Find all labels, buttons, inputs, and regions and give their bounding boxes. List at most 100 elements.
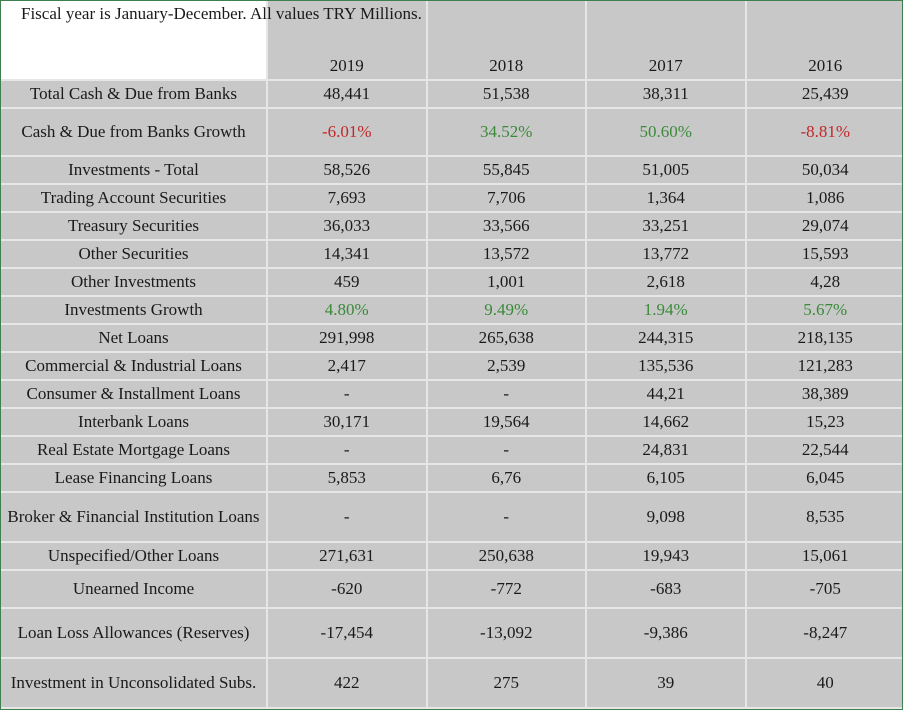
row-label: Investment in Unconsolidated Subs. xyxy=(1,658,268,709)
table-row: Lease Financing Loans 5,853 6,76 6,105 6… xyxy=(1,464,902,493)
year-header: 2016 xyxy=(745,1,902,81)
value-cell: 422 xyxy=(267,658,428,709)
value-cell: 44,21 xyxy=(586,380,747,409)
table-row: Investments Growth 4.80% 9.49% 1.94% 5.6… xyxy=(1,296,902,325)
value-cell: 50,034 xyxy=(745,156,902,185)
table-row: Commercial & Industrial Loans 2,417 2,53… xyxy=(1,352,902,381)
value-cell: 275 xyxy=(426,658,587,709)
growth-cell: 4.80% xyxy=(267,296,428,325)
value-cell: 48,441 xyxy=(267,80,428,109)
table-row: Net Loans 291,998 265,638 244,315 218,13… xyxy=(1,324,902,353)
row-label: Cash & Due from Banks Growth xyxy=(1,108,268,157)
value-cell: 250,638 xyxy=(426,542,587,571)
value-cell: 4,28 xyxy=(745,268,902,297)
value-cell: 13,772 xyxy=(586,240,747,269)
value-cell: -772 xyxy=(426,570,587,609)
year-header: 2017 xyxy=(586,1,747,81)
value-cell: 33,566 xyxy=(426,212,587,241)
value-cell: - xyxy=(426,436,587,465)
value-cell: 244,315 xyxy=(586,324,747,353)
row-label: Loan Loss Allowances (Reserves) xyxy=(1,608,268,659)
row-label: Lease Financing Loans xyxy=(1,464,268,493)
table-row: Real Estate Mortgage Loans - - 24,831 22… xyxy=(1,436,902,465)
value-cell: 218,135 xyxy=(745,324,902,353)
value-cell: 14,341 xyxy=(267,240,428,269)
value-cell: 291,998 xyxy=(267,324,428,353)
year-header: 2018 xyxy=(426,1,587,81)
table-row: Investment in Unconsolidated Subs. 422 2… xyxy=(1,658,902,709)
table-row: Unearned Income -620 -772 -683 -705 xyxy=(1,570,902,609)
value-cell: 14,662 xyxy=(586,408,747,437)
value-cell: 24,831 xyxy=(586,436,747,465)
row-label: Other Investments xyxy=(1,268,268,297)
table-row: Other Investments 459 1,001 2,618 4,28 xyxy=(1,268,902,297)
value-cell: 6,105 xyxy=(586,464,747,493)
value-cell: 25,439 xyxy=(745,80,902,109)
table-row: Unspecified/Other Loans 271,631 250,638 … xyxy=(1,542,902,571)
table-row: Trading Account Securities 7,693 7,706 1… xyxy=(1,184,902,213)
value-cell: - xyxy=(426,380,587,409)
value-cell: 7,693 xyxy=(267,184,428,213)
value-cell: 6,045 xyxy=(745,464,902,493)
value-cell: - xyxy=(267,380,428,409)
value-cell: -9,386 xyxy=(586,608,747,659)
row-label: Unearned Income xyxy=(1,570,268,609)
value-cell: -683 xyxy=(586,570,747,609)
value-cell: 58,526 xyxy=(267,156,428,185)
value-cell: 15,23 xyxy=(745,408,902,437)
row-label: Consumer & Installment Loans xyxy=(1,380,268,409)
value-cell: 265,638 xyxy=(426,324,587,353)
table-row: Investments - Total 58,526 55,845 51,005… xyxy=(1,156,902,185)
growth-cell: 34.52% xyxy=(426,108,587,157)
growth-cell: 5.67% xyxy=(745,296,902,325)
value-cell: 135,536 xyxy=(586,352,747,381)
value-cell: 51,538 xyxy=(426,80,587,109)
table-row: Other Securities 14,341 13,572 13,772 15… xyxy=(1,240,902,269)
value-cell: 7,706 xyxy=(426,184,587,213)
table-row: Total Cash & Due from Banks 48,441 51,53… xyxy=(1,80,902,109)
value-cell: 13,572 xyxy=(426,240,587,269)
row-label: Real Estate Mortgage Loans xyxy=(1,436,268,465)
value-cell: - xyxy=(426,492,587,543)
value-cell: 9,098 xyxy=(586,492,747,543)
fiscal-year-caption: Fiscal year is January-December. All val… xyxy=(1,1,422,81)
growth-cell: 50.60% xyxy=(586,108,747,157)
value-cell: 5,853 xyxy=(267,464,428,493)
value-cell: 36,033 xyxy=(267,212,428,241)
value-cell: -17,454 xyxy=(267,608,428,659)
row-label: Interbank Loans xyxy=(1,408,268,437)
value-cell: 29,074 xyxy=(745,212,902,241)
value-cell: 38,389 xyxy=(745,380,902,409)
value-cell: 19,564 xyxy=(426,408,587,437)
value-cell: - xyxy=(267,492,428,543)
row-label: Unspecified/Other Loans xyxy=(1,542,268,571)
value-cell: -13,092 xyxy=(426,608,587,659)
value-cell: 1,001 xyxy=(426,268,587,297)
value-cell: 8,535 xyxy=(745,492,902,543)
row-label: Broker & Financial Institution Loans xyxy=(1,492,268,543)
growth-cell: 1.94% xyxy=(586,296,747,325)
table-row: Interbank Loans 30,171 19,564 14,662 15,… xyxy=(1,408,902,437)
value-cell: 271,631 xyxy=(267,542,428,571)
value-cell: 38,311 xyxy=(586,80,747,109)
value-cell: -705 xyxy=(745,570,902,609)
value-cell: 1,086 xyxy=(745,184,902,213)
row-label: Net Loans xyxy=(1,324,268,353)
value-cell: 39 xyxy=(586,658,747,709)
year-header: 2019 xyxy=(267,1,428,81)
row-label: Total Cash & Due from Banks xyxy=(1,80,268,109)
row-label: Treasury Securities xyxy=(1,212,268,241)
row-label: Trading Account Securities xyxy=(1,184,268,213)
row-label: Commercial & Industrial Loans xyxy=(1,352,268,381)
value-cell: 121,283 xyxy=(745,352,902,381)
table-row: Loan Loss Allowances (Reserves) -17,454 … xyxy=(1,608,902,659)
value-cell: 33,251 xyxy=(586,212,747,241)
growth-cell: -6.01% xyxy=(267,108,428,157)
value-cell: 2,417 xyxy=(267,352,428,381)
value-cell: 6,76 xyxy=(426,464,587,493)
value-cell: 1,364 xyxy=(586,184,747,213)
value-cell: 2,618 xyxy=(586,268,747,297)
table-row: Consumer & Installment Loans - - 44,21 3… xyxy=(1,380,902,409)
